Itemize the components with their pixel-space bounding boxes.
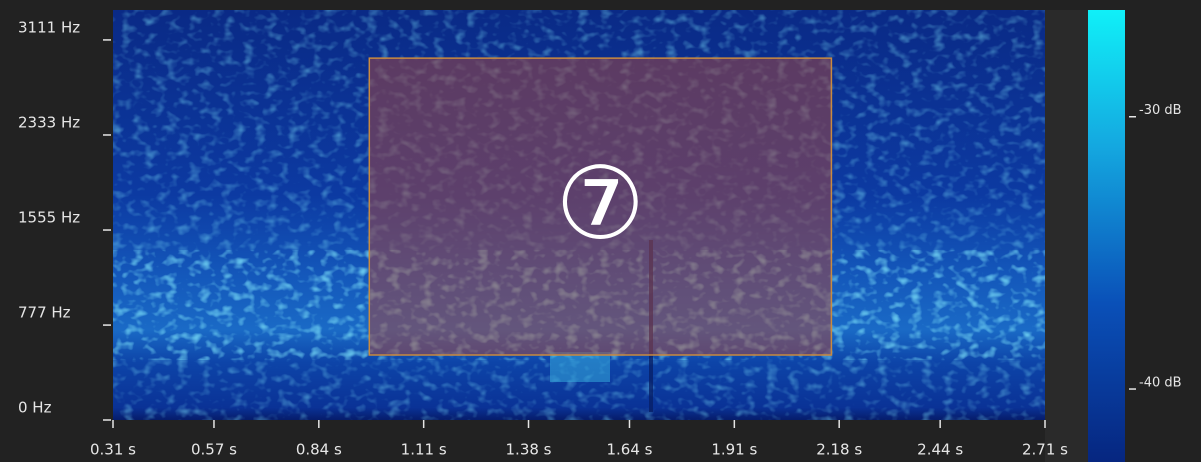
x-tick-label: 1.91 s: [711, 441, 757, 459]
x-tick-label: 0.84 s: [296, 441, 342, 459]
x-tick-label: 2.18 s: [816, 441, 862, 459]
x-tick-label: 1.64 s: [606, 441, 652, 459]
x-tick-label: 2.71 s: [1022, 441, 1068, 459]
x-tick-label: 2.44 s: [917, 441, 963, 459]
colorbar-tick-label: -30 dB: [1139, 103, 1182, 118]
x-tick-label: 0.57 s: [191, 441, 237, 459]
x-tick-label: 1.11 s: [401, 441, 447, 459]
spectrogram-highlight: [550, 352, 610, 382]
colorbar-tick-label: -40 dB: [1139, 376, 1182, 391]
x-tick-label: 1.38 s: [506, 441, 552, 459]
x-tick-label: 0.31 s: [90, 441, 136, 459]
gap: [1045, 10, 1088, 462]
y-tick-label: 3111 Hz: [18, 18, 80, 36]
selection-label: ⑦: [556, 145, 646, 262]
y-tick-label: 2333 Hz: [18, 113, 80, 131]
y-tick-label: 777 Hz: [18, 304, 71, 322]
y-tick-label: 0 Hz: [18, 399, 52, 417]
colorbar: [1088, 10, 1125, 462]
y-tick-label: 1555 Hz: [18, 209, 80, 227]
selection: [368, 57, 833, 356]
